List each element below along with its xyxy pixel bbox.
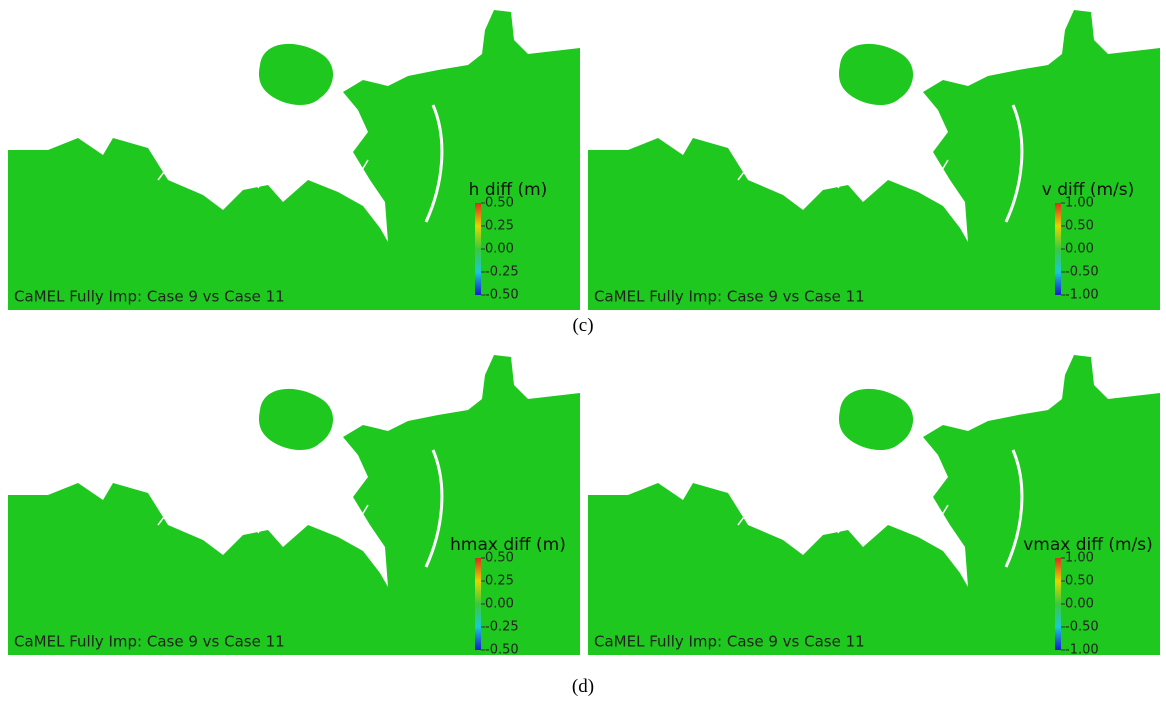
colorbar-tick-label: 0.00 <box>1065 242 1094 257</box>
colorbar-tick-label: 0.50 <box>485 551 514 566</box>
map-panel: vmax diff (m/s)1.000.500.00-0.50-1.00CaM… <box>588 355 1160 658</box>
colorbar-tick-label: 0.00 <box>485 597 514 612</box>
colorbar <box>1055 203 1061 295</box>
colorbar <box>1055 558 1061 650</box>
colorbar-tick-label: 0.25 <box>485 574 514 589</box>
panel-caption: CaMEL Fully Imp: Case 9 vs Case 11 <box>594 288 865 306</box>
panel-caption: CaMEL Fully Imp: Case 9 vs Case 11 <box>14 633 285 651</box>
colorbar-tick-label: 0.50 <box>1065 219 1094 234</box>
colorbar-tick-label: -0.25 <box>485 620 519 635</box>
colorbar-tick-label: -0.50 <box>485 643 519 658</box>
colorbar-tick-label: 0.50 <box>1065 574 1094 589</box>
map-panel: v diff (m/s)1.000.500.00-0.50-1.00CaMEL … <box>588 10 1160 310</box>
colorbar-tick-label: 1.00 <box>1065 196 1094 211</box>
colorbar-tick-label: -0.50 <box>1065 265 1099 280</box>
colorbar-tick-label: -0.50 <box>1065 620 1099 635</box>
colorbar-tick-label: -0.50 <box>485 288 519 303</box>
colorbar-tick-label: -1.00 <box>1065 288 1099 303</box>
colorbar-tick-label: 0.00 <box>485 242 514 257</box>
panel-caption: CaMEL Fully Imp: Case 9 vs Case 11 <box>594 633 865 651</box>
colorbar <box>475 203 481 295</box>
subfigure-label: (d) <box>0 676 1166 698</box>
subfigure-label: (c) <box>0 315 1166 337</box>
colorbar-tick-label: 0.50 <box>485 196 514 211</box>
colorbar-tick-label: 0.00 <box>1065 597 1094 612</box>
panel-caption: CaMEL Fully Imp: Case 9 vs Case 11 <box>14 288 285 306</box>
figure-canvas: h diff (m)0.500.250.00-0.25-0.50CaMEL Fu… <box>0 0 1166 704</box>
map-panel: hmax diff (m)0.500.250.00-0.25-0.50CaMEL… <box>8 355 580 658</box>
colorbar <box>475 558 481 650</box>
colorbar-tick-label: -1.00 <box>1065 643 1099 658</box>
colorbar-tick-label: 1.00 <box>1065 551 1094 566</box>
figure: h diff (m)0.500.250.00-0.25-0.50CaMEL Fu… <box>0 0 1166 704</box>
colorbar-tick-label: 0.25 <box>485 219 514 234</box>
colorbar-tick-label: -0.25 <box>485 265 519 280</box>
